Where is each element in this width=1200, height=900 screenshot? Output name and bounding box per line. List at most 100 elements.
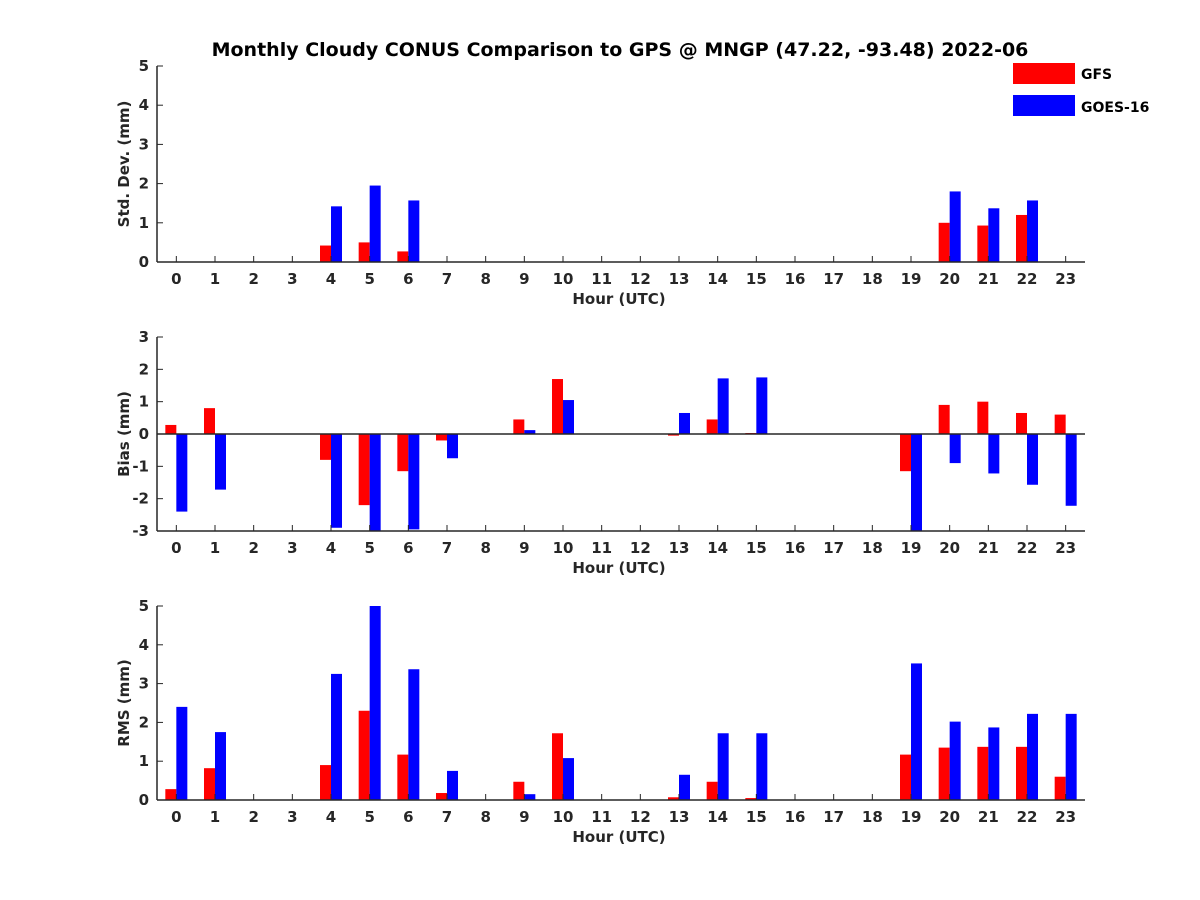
- x-tick-label: 2: [248, 270, 258, 288]
- y-axis-label: RMS (mm): [115, 659, 133, 746]
- x-tick-label: 18: [862, 270, 883, 288]
- x-tick-label: 12: [630, 270, 651, 288]
- bar-gfs-1: [204, 768, 215, 800]
- bar-gfs-5: [358, 242, 370, 262]
- bar-goes16-21: [988, 208, 1000, 262]
- bar-goes16-5: [369, 185, 381, 262]
- bar-gfs-9: [513, 419, 525, 434]
- y-tick-label: 1: [139, 214, 149, 232]
- x-tick-label: 14: [707, 270, 728, 288]
- x-tick-label: 1: [210, 539, 220, 557]
- x-tick-label: 4: [326, 270, 336, 288]
- x-tick-label: 12: [630, 808, 651, 826]
- x-tick-label: 16: [785, 808, 806, 826]
- bar-gfs-23: [1054, 414, 1066, 434]
- x-tick-label: 11: [591, 539, 612, 557]
- bar-goes16-1: [215, 732, 226, 800]
- y-tick-label: 2: [139, 713, 149, 731]
- bar-gfs-13: [668, 434, 679, 436]
- bar-goes16-21: [988, 434, 1000, 474]
- bar-gfs-0: [165, 789, 177, 800]
- x-tick-label: 23: [1055, 539, 1076, 557]
- x-tick-label: 16: [785, 270, 806, 288]
- bar-goes16-23: [1065, 434, 1077, 506]
- x-tick-label: 19: [901, 270, 922, 288]
- x-tick-label: 12: [630, 539, 651, 557]
- x-tick-label: 3: [287, 270, 297, 288]
- bar-goes16-10: [563, 400, 574, 434]
- bar-gfs-21: [977, 746, 989, 800]
- x-tick-label: 5: [364, 270, 374, 288]
- x-tick-label: 0: [171, 808, 181, 826]
- x-tick-label: 10: [553, 539, 574, 557]
- x-tick-label: 21: [978, 270, 999, 288]
- x-tick-label: 20: [939, 808, 960, 826]
- bar-goes16-14: [717, 378, 729, 434]
- x-tick-label: 6: [403, 539, 413, 557]
- legend-swatch-goes16: [1013, 95, 1075, 116]
- bar-gfs-4: [320, 434, 331, 460]
- bar-goes16-0: [176, 434, 188, 512]
- x-tick-label: 7: [442, 539, 452, 557]
- x-tick-label: 21: [978, 539, 999, 557]
- x-tick-label: 18: [862, 539, 883, 557]
- x-axis-label: Hour (UTC): [572, 828, 665, 846]
- x-tick-label: 6: [403, 270, 413, 288]
- x-tick-label: 23: [1055, 808, 1076, 826]
- y-tick-label: 4: [139, 636, 149, 654]
- x-tick-label: 8: [480, 808, 490, 826]
- y-tick-label: -2: [132, 490, 149, 508]
- bar-gfs-20: [938, 404, 950, 434]
- y-tick-label: -3: [132, 522, 149, 540]
- x-tick-label: 0: [171, 539, 181, 557]
- bar-goes16-15: [756, 377, 768, 434]
- bar-goes16-20: [949, 434, 961, 464]
- x-tick-label: 15: [746, 270, 767, 288]
- bar-goes16-20: [949, 721, 961, 800]
- bar-goes16-22: [1027, 434, 1038, 485]
- bar-goes16-19: [911, 663, 922, 800]
- y-tick-label: 3: [139, 675, 149, 693]
- x-tick-label: 17: [823, 808, 844, 826]
- y-tick-label: 1: [139, 752, 149, 770]
- x-tick-label: 3: [287, 539, 297, 557]
- legend-label-gfs: GFS: [1081, 67, 1112, 83]
- bar-gfs-13: [668, 797, 679, 800]
- bar-goes16-6: [408, 200, 420, 262]
- x-tick-label: 7: [442, 808, 452, 826]
- bar-gfs-19: [900, 754, 911, 800]
- bar-goes16-9: [524, 794, 536, 800]
- x-tick-label: 17: [823, 270, 844, 288]
- y-tick-label: 4: [139, 96, 149, 114]
- bar-gfs-1: [204, 408, 215, 434]
- bar-goes16-7: [447, 434, 458, 459]
- bar-gfs-10: [552, 733, 563, 800]
- bar-gfs-15: [745, 798, 757, 800]
- x-tick-label: 5: [364, 808, 374, 826]
- bar-gfs-9: [513, 781, 525, 800]
- x-tick-label: 1: [210, 270, 220, 288]
- x-tick-label: 14: [707, 539, 728, 557]
- x-tick-label: 13: [669, 808, 690, 826]
- bar-goes16-13: [679, 412, 690, 434]
- chart-title: Monthly Cloudy CONUS Comparison to GPS @…: [212, 39, 1029, 61]
- x-tick-label: 6: [403, 808, 413, 826]
- x-tick-label: 8: [480, 539, 490, 557]
- bar-gfs-4: [320, 765, 331, 800]
- bar-goes16-0: [176, 706, 188, 800]
- bar-gfs-20: [938, 747, 950, 800]
- bar-goes16-4: [331, 206, 342, 262]
- x-tick-label: 4: [326, 808, 336, 826]
- x-tick-label: 19: [901, 539, 922, 557]
- bar-goes16-5: [369, 434, 381, 531]
- x-tick-label: 2: [248, 539, 258, 557]
- x-tick-label: 21: [978, 808, 999, 826]
- bar-gfs-7: [436, 434, 447, 441]
- bar-gfs-4: [320, 245, 331, 262]
- bar-gfs-14: [706, 419, 718, 434]
- bar-gfs-22: [1016, 412, 1027, 434]
- bar-goes16-4: [331, 434, 342, 528]
